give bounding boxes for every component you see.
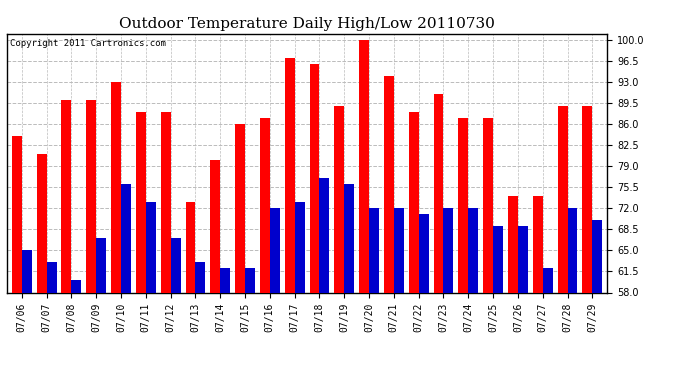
Bar — [458, 118, 469, 292]
Bar — [260, 118, 270, 292]
Bar — [295, 202, 304, 292]
Bar — [419, 214, 428, 292]
Bar — [61, 100, 71, 292]
Bar — [285, 58, 295, 292]
Bar — [592, 220, 602, 292]
Bar — [121, 184, 131, 292]
Bar — [543, 268, 553, 292]
Bar — [344, 184, 354, 292]
Bar — [22, 251, 32, 292]
Bar — [533, 196, 543, 292]
Bar — [37, 154, 47, 292]
Bar — [136, 112, 146, 292]
Bar — [195, 262, 206, 292]
Bar — [319, 178, 329, 292]
Bar — [558, 106, 567, 292]
Title: Outdoor Temperature Daily High/Low 20110730: Outdoor Temperature Daily High/Low 20110… — [119, 17, 495, 31]
Bar — [111, 82, 121, 292]
Bar — [394, 208, 404, 292]
Bar — [235, 124, 245, 292]
Bar — [161, 112, 170, 292]
Bar — [186, 202, 195, 292]
Bar — [508, 196, 518, 292]
Bar — [518, 226, 528, 292]
Bar — [47, 262, 57, 292]
Bar — [146, 202, 156, 292]
Bar — [369, 208, 379, 292]
Bar — [469, 208, 478, 292]
Bar — [567, 208, 578, 292]
Bar — [210, 160, 220, 292]
Bar — [384, 76, 394, 292]
Bar — [444, 208, 453, 292]
Bar — [433, 94, 444, 292]
Bar — [245, 268, 255, 292]
Bar — [71, 280, 81, 292]
Bar — [408, 112, 419, 292]
Bar — [96, 238, 106, 292]
Bar — [582, 106, 592, 292]
Bar — [310, 64, 319, 292]
Bar — [335, 106, 344, 292]
Text: Copyright 2011 Cartronics.com: Copyright 2011 Cartronics.com — [10, 39, 166, 48]
Bar — [86, 100, 96, 292]
Bar — [12, 136, 22, 292]
Bar — [270, 208, 279, 292]
Bar — [170, 238, 181, 292]
Bar — [220, 268, 230, 292]
Bar — [359, 40, 369, 292]
Bar — [483, 118, 493, 292]
Bar — [493, 226, 503, 292]
